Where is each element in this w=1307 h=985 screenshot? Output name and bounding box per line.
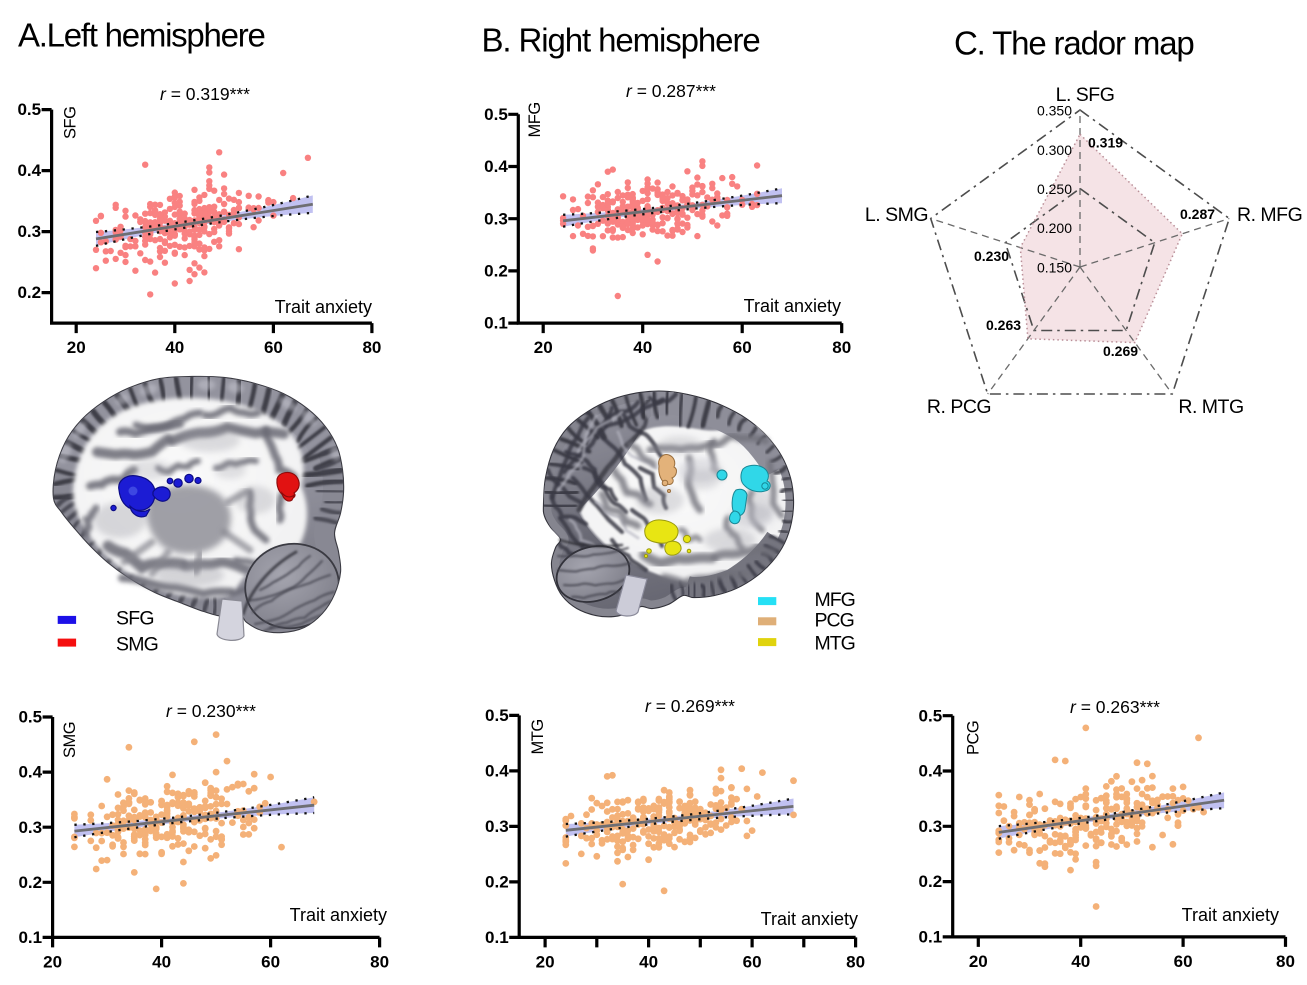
- svg-text:20: 20: [534, 338, 553, 357]
- svg-text:80: 80: [362, 338, 381, 357]
- svg-text:40: 40: [639, 952, 658, 971]
- svg-text:80: 80: [846, 952, 865, 971]
- svg-text:r = 0.287***: r = 0.287***: [626, 81, 716, 101]
- svg-text:PCG: PCG: [965, 721, 983, 755]
- svg-text:0.3: 0.3: [485, 817, 509, 836]
- svg-text:MFG: MFG: [526, 102, 544, 137]
- svg-text:0.319: 0.319: [1088, 135, 1123, 151]
- svg-text:0.150: 0.150: [1037, 260, 1072, 276]
- svg-text:60: 60: [261, 952, 280, 971]
- svg-text:MFG: MFG: [815, 589, 855, 611]
- svg-text:20: 20: [67, 338, 86, 357]
- svg-text:Trait anxiety: Trait anxiety: [275, 297, 372, 317]
- svg-text:0.4: 0.4: [485, 762, 509, 781]
- svg-text:Trait anxiety: Trait anxiety: [761, 909, 858, 929]
- svg-text:0.2: 0.2: [484, 262, 508, 281]
- svg-text:0.269: 0.269: [1103, 343, 1138, 359]
- svg-text:r = 0.230***: r = 0.230***: [166, 701, 256, 721]
- svg-text:SMG: SMG: [61, 722, 79, 758]
- svg-text:80: 80: [832, 338, 851, 357]
- svg-text:0.3: 0.3: [17, 222, 41, 241]
- svg-text:PCG: PCG: [815, 609, 854, 631]
- svg-text:SMG: SMG: [116, 633, 158, 655]
- svg-text:0.5: 0.5: [485, 706, 509, 725]
- svg-text:R. MTG: R. MTG: [1178, 396, 1243, 418]
- svg-text:0.287: 0.287: [1180, 206, 1215, 222]
- svg-text:Trait anxiety: Trait anxiety: [290, 905, 387, 925]
- svg-text:MTG: MTG: [815, 633, 855, 655]
- svg-text:R. MFG: R. MFG: [1237, 204, 1302, 226]
- svg-text:0.1: 0.1: [18, 928, 42, 947]
- svg-text:0.5: 0.5: [18, 708, 42, 727]
- svg-text:0.300: 0.300: [1037, 142, 1072, 158]
- svg-text:20: 20: [536, 952, 555, 971]
- svg-text:0.263: 0.263: [986, 317, 1021, 333]
- svg-text:0.2: 0.2: [17, 283, 41, 302]
- svg-text:60: 60: [264, 338, 283, 357]
- svg-text:20: 20: [43, 952, 62, 971]
- svg-text:0.2: 0.2: [485, 873, 509, 892]
- svg-text:B. Right hemisphere: B. Right hemisphere: [482, 22, 760, 59]
- svg-text:0.1: 0.1: [484, 314, 508, 333]
- svg-text:r = 0.263***: r = 0.263***: [1070, 697, 1160, 717]
- svg-text:40: 40: [165, 338, 184, 357]
- svg-text:40: 40: [1071, 952, 1090, 971]
- svg-text:0.3: 0.3: [484, 209, 508, 228]
- svg-text:0.2: 0.2: [18, 873, 42, 892]
- svg-text:MTG: MTG: [529, 719, 547, 754]
- svg-text:0.3: 0.3: [18, 818, 42, 837]
- svg-text:r = 0.269***: r = 0.269***: [645, 696, 735, 716]
- svg-text:Trait anxiety: Trait anxiety: [1182, 905, 1279, 925]
- svg-text:r = 0.319***: r = 0.319***: [160, 84, 250, 104]
- svg-text:R. PCG: R. PCG: [927, 396, 991, 418]
- svg-text:40: 40: [152, 952, 171, 971]
- svg-text:A.Left hemisphere: A.Left hemisphere: [18, 17, 265, 54]
- svg-text:0.5: 0.5: [919, 706, 943, 725]
- svg-text:0.4: 0.4: [484, 157, 508, 176]
- svg-text:0.2: 0.2: [919, 872, 943, 891]
- svg-text:0.5: 0.5: [17, 100, 41, 119]
- svg-text:40: 40: [633, 338, 652, 357]
- svg-text:0.350: 0.350: [1037, 103, 1072, 119]
- svg-text:0.5: 0.5: [484, 105, 508, 124]
- svg-text:80: 80: [1276, 952, 1295, 971]
- svg-text:0.4: 0.4: [18, 763, 42, 782]
- svg-text:0.1: 0.1: [919, 928, 943, 947]
- svg-text:L. SFG: L. SFG: [1056, 84, 1115, 106]
- svg-text:SFG: SFG: [62, 107, 80, 139]
- svg-text:C. The rador map: C. The rador map: [954, 25, 1194, 62]
- svg-text:0.4: 0.4: [17, 161, 41, 180]
- svg-text:0.230: 0.230: [974, 248, 1009, 264]
- svg-text:SFG: SFG: [116, 608, 154, 630]
- svg-text:0.1: 0.1: [485, 928, 509, 947]
- svg-text:0.200: 0.200: [1037, 220, 1072, 236]
- svg-text:0.250: 0.250: [1037, 181, 1072, 197]
- svg-text:20: 20: [969, 952, 988, 971]
- svg-text:60: 60: [733, 338, 752, 357]
- svg-text:60: 60: [743, 952, 762, 971]
- svg-text:60: 60: [1174, 952, 1193, 971]
- svg-text:0.4: 0.4: [919, 762, 943, 781]
- svg-text:0.3: 0.3: [919, 817, 943, 836]
- svg-text:Trait anxiety: Trait anxiety: [744, 296, 841, 316]
- svg-text:L. SMG: L. SMG: [865, 204, 928, 226]
- svg-text:80: 80: [370, 952, 389, 971]
